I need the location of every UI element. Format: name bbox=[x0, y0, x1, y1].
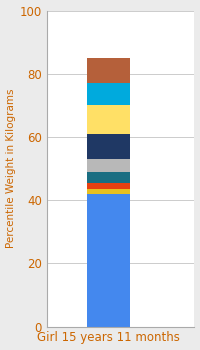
Y-axis label: Percentile Weight in Kilograms: Percentile Weight in Kilograms bbox=[6, 89, 16, 248]
Bar bbox=[87, 194, 130, 327]
Bar bbox=[87, 58, 130, 83]
Bar bbox=[87, 183, 130, 189]
Bar bbox=[87, 83, 130, 105]
Bar bbox=[87, 172, 130, 183]
Bar bbox=[87, 159, 130, 172]
Bar bbox=[87, 105, 130, 134]
Bar bbox=[87, 134, 130, 159]
Bar bbox=[87, 189, 130, 194]
